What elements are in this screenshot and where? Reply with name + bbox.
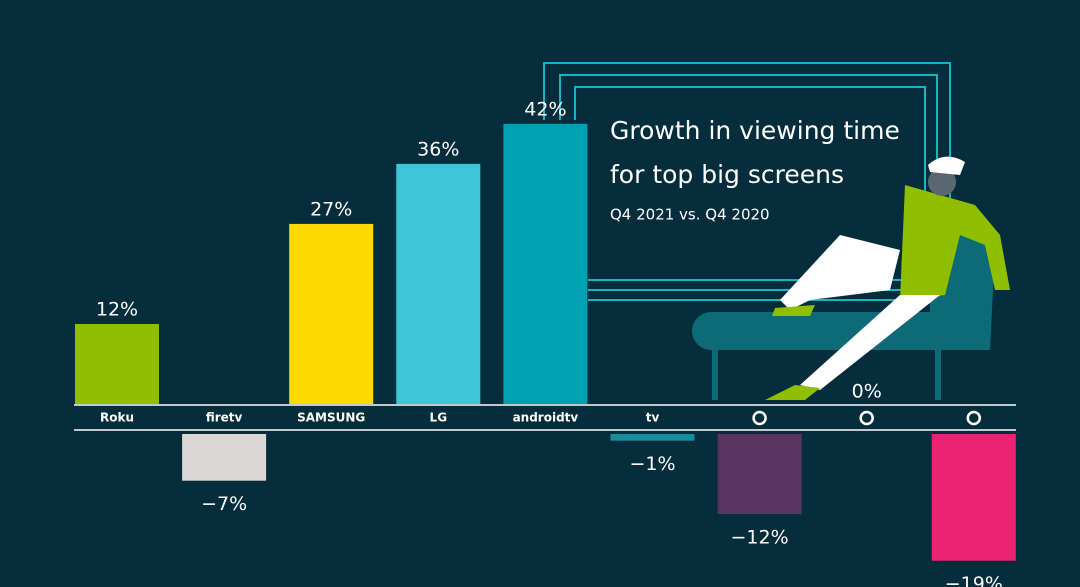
bar — [289, 223, 374, 404]
value-label: 27% — [310, 198, 352, 220]
value-label: 0% — [852, 381, 882, 403]
bar — [503, 123, 588, 405]
value-label: 12% — [96, 298, 138, 320]
value-label: −7% — [201, 493, 247, 515]
brand-icon — [966, 410, 982, 426]
x-tick-label: androidtv — [513, 411, 579, 425]
x-tick-label: tv — [646, 411, 660, 425]
x-tick-label: Roku — [100, 411, 134, 425]
x-tick-label: LG — [430, 411, 448, 425]
brand-icon — [859, 410, 874, 426]
x-tick-label: SAMSUNG — [297, 411, 365, 425]
value-label: 42% — [524, 98, 566, 120]
bar — [75, 323, 159, 404]
illustration — [692, 156, 1010, 400]
x-tick-label: firetv — [206, 411, 243, 425]
bar — [610, 434, 695, 441]
value-label: −1% — [629, 453, 675, 475]
bar — [717, 434, 802, 515]
brand-icon — [752, 410, 767, 426]
bar — [182, 434, 267, 481]
chart-subtitle: Q4 2021 vs. Q4 2020 — [610, 206, 770, 224]
value-label: −19% — [945, 573, 1003, 587]
bar — [931, 434, 1016, 561]
bar — [396, 163, 481, 404]
value-label: −12% — [731, 527, 789, 549]
value-label: 36% — [417, 138, 459, 160]
chart-title: Growth in viewing time for top big screen… — [610, 116, 900, 189]
